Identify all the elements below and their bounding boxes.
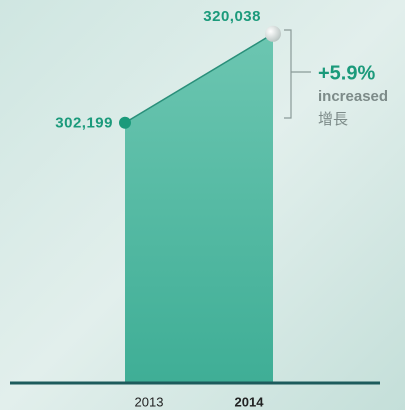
change-desc: increased [318,88,388,105]
area [125,33,273,384]
change-desc-zh: 增長 [318,111,348,128]
x-tick-label: 2013 [135,394,164,409]
value-label: 320,038 [203,8,261,25]
line [124,33,274,124]
x-tick-label: 2014 [235,394,265,409]
plot-area: 302,199 2013 320,038 2014 [10,8,380,409]
bracket [284,29,311,119]
change-label: +5.9% [318,62,375,84]
point [119,116,131,129]
point [265,25,281,42]
value-label: 302,199 [55,115,113,132]
